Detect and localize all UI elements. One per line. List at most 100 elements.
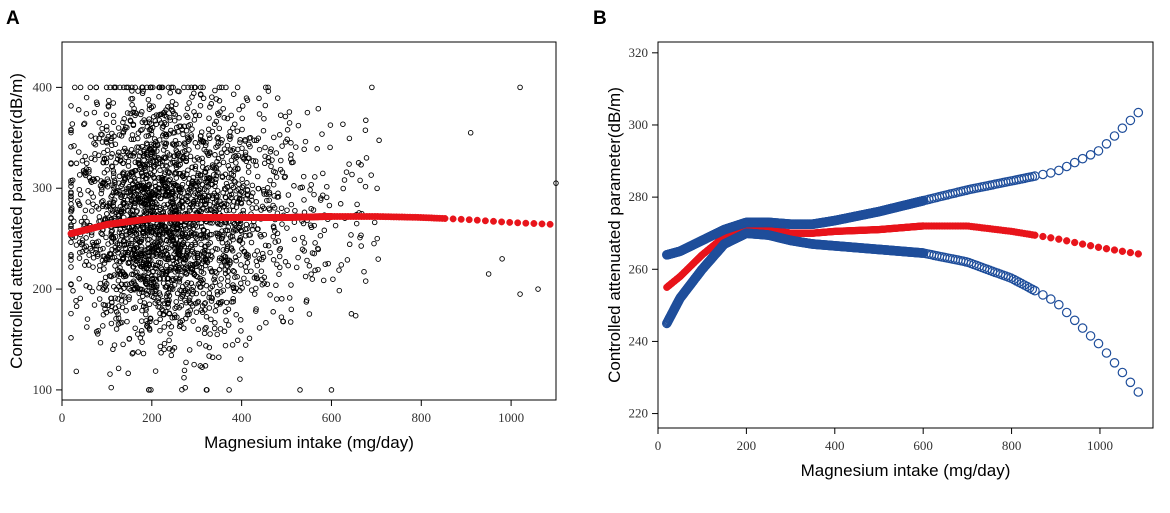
panel-a-scatter-point	[354, 201, 360, 208]
panel-a-scatter-point	[250, 158, 257, 164]
panel-a-scatter-point	[198, 241, 204, 248]
panel-a-scatter-point	[188, 280, 195, 287]
panel-a-scatter-point	[191, 90, 197, 97]
panel-a-scatter-point	[125, 259, 132, 266]
panel-a-scatter-point	[190, 192, 197, 198]
panel-a-scatter-point	[173, 248, 179, 255]
panel-a-scatter-point	[73, 297, 79, 304]
panel-a-scatter-point	[212, 268, 218, 275]
panel-a-scatter-point	[191, 157, 198, 163]
panel-a-scatter-point	[157, 316, 163, 323]
panel-a-scatter-point	[256, 111, 263, 117]
panel-a-scatter-point	[164, 163, 170, 170]
panel-a-scatter-point	[129, 236, 135, 243]
panel-a-scatter-point	[312, 267, 318, 274]
panel-a-letter: A	[6, 8, 20, 29]
panel-a-scatter-point	[68, 335, 74, 341]
panel-a-scatter-point	[130, 153, 136, 159]
panel-a-scatter-point	[138, 244, 145, 250]
panel-a-scatter-point	[246, 141, 252, 148]
panel-a-scatter-point	[167, 267, 174, 273]
panel-a-scatter-point	[172, 312, 178, 318]
panel-a-scatter-point	[129, 88, 135, 94]
panel-a-scatter-point	[272, 228, 278, 234]
panel-a-scatter-point	[485, 271, 492, 277]
panel-a-scatter-point	[182, 231, 189, 238]
panel-a-scatter-point	[202, 233, 209, 239]
panel-a-scatter-point	[96, 214, 103, 220]
panel-a-scatter-point	[340, 185, 346, 192]
panel-a-scatter-point	[68, 239, 74, 245]
panel-a-scatter-point	[278, 205, 285, 211]
panel-a-scatter-point	[120, 199, 127, 206]
panel-a-scatter-point	[310, 207, 317, 213]
panel-a-scatter-point	[219, 228, 225, 234]
panel-a-scatter-point	[75, 107, 82, 113]
panel-a-scatter-point	[126, 193, 133, 199]
panel-a-scatter-point	[120, 273, 127, 280]
panel-b-curve-marker	[1109, 131, 1120, 141]
panel-a-scatter-point	[200, 139, 207, 145]
panel-a-scatter-point	[206, 290, 213, 296]
panel-a-scatter-point	[116, 268, 123, 274]
panel-a-scatter-point	[231, 220, 238, 227]
panel-a-scatter-point	[146, 325, 153, 332]
panel-a-x-tick-label: 400	[232, 410, 252, 425]
panel-b-x-tick-label: 800	[1002, 438, 1022, 453]
panel-a-scatter-point	[147, 316, 154, 322]
panel-a-scatter-point	[142, 119, 149, 126]
panel-a-scatter-point	[322, 261, 329, 267]
panel-a-scatter-point	[203, 201, 209, 207]
panel-a-scatter-point	[136, 144, 142, 151]
panel-a-scatter-point	[348, 311, 355, 317]
panel-a-scatter-point	[216, 84, 223, 91]
panel-a-scatter-point	[237, 235, 244, 241]
panel-a-scatter-point	[209, 177, 216, 184]
panel-a-scatter-point	[97, 339, 104, 346]
panel-a-scatter-point	[68, 310, 74, 317]
panel-a-scatter-point	[145, 133, 152, 139]
panel-a-scatter-point	[153, 158, 160, 165]
panel-a-scatter-point	[171, 117, 178, 124]
panel-a-scatter-point	[218, 289, 224, 295]
panel-a-scatter-point	[253, 275, 260, 281]
panel-a-scatter-point	[267, 249, 273, 256]
panel-a-scatter-point	[217, 198, 223, 205]
panel-a-scatter-point	[130, 185, 137, 191]
panel-a-scatter-point	[268, 146, 274, 152]
panel-a-scatter-point	[108, 251, 114, 258]
panel-b-curve-marker	[1038, 290, 1048, 300]
panel-a-scatter-point	[176, 205, 183, 212]
panel-a-scatter-point	[77, 84, 84, 91]
panel-a-scatter-point	[244, 180, 250, 186]
panel-a-scatter-point	[176, 275, 183, 282]
panel-a-scatter-point	[137, 263, 144, 269]
panel-a-scatter-point	[259, 256, 265, 263]
panel-a-scatter-point	[95, 327, 101, 334]
panel-a-scatter-point	[348, 232, 354, 238]
panel-a-scatter-point	[230, 284, 237, 291]
panel-a-scatter-point	[90, 264, 96, 270]
panel-a-scatter-point	[115, 296, 121, 302]
panel-a-scatter-point	[161, 120, 168, 126]
panel-a-scatter-point	[187, 295, 193, 301]
panel-a-scatter-point	[197, 202, 204, 208]
panel-a-scatter-point	[151, 141, 157, 147]
panel-a-scatter-point	[124, 170, 131, 177]
panel-a-scatter-point	[209, 94, 215, 100]
panel-a-scatter-point	[148, 131, 155, 138]
panel-a-scatter-point	[250, 190, 256, 196]
panel-a-scatter-point	[155, 232, 162, 238]
panel-a-scatter-point	[353, 220, 360, 227]
panel-a-scatter-point	[135, 88, 141, 94]
panel-a-scatter-point	[270, 233, 277, 240]
panel-a-scatter-point	[244, 187, 251, 193]
panel-a-scatter-point	[83, 94, 90, 101]
panel-a-scatter-point	[262, 153, 268, 160]
panel-a-scatter-point	[311, 191, 317, 198]
panel-a-scatter-point	[207, 135, 213, 142]
panel-a-scatter-point	[363, 155, 370, 161]
panel-a-scatter-point	[317, 232, 324, 239]
panel-b-y-tick-label: 260	[629, 261, 649, 276]
panel-a-scatter-point	[169, 237, 176, 244]
